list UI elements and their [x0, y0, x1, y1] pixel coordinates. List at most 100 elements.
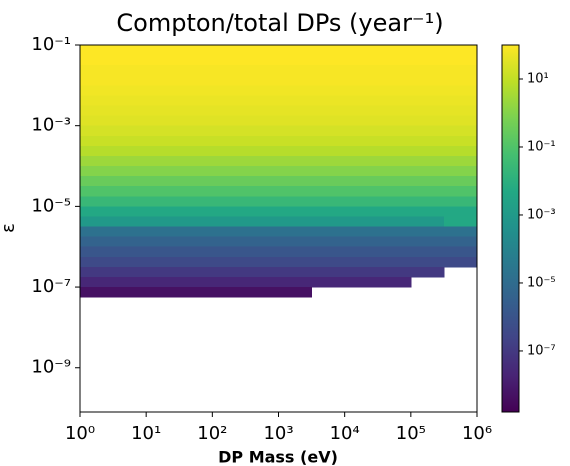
heatmap-cell	[146, 276, 180, 288]
heatmap-cell	[311, 65, 346, 76]
heatmap-cell	[113, 226, 147, 238]
heatmap-cell	[113, 145, 147, 157]
heatmap-cell	[377, 65, 412, 76]
heatmap-cell	[179, 226, 213, 238]
heatmap-cell	[377, 135, 412, 147]
heatmap-cell	[146, 216, 180, 228]
heatmap-cell	[410, 206, 445, 217]
heatmap-cell	[410, 176, 445, 187]
heatmap-cell	[410, 186, 445, 197]
heatmap-cell	[113, 45, 147, 56]
heatmap-cell	[410, 216, 445, 228]
heatmap-cell	[212, 246, 246, 258]
heatmap-cell	[212, 95, 246, 107]
heatmap-cell	[377, 276, 412, 288]
heatmap-cell	[113, 55, 147, 66]
heatmap-cell	[311, 135, 346, 147]
heatmap-cell	[80, 287, 114, 298]
heatmap-cell	[344, 246, 379, 258]
heatmap-cell	[245, 45, 279, 56]
colorbar	[501, 44, 520, 413]
heatmap-cell	[80, 65, 114, 76]
heatmap-cell	[146, 236, 180, 248]
heatmap-cell	[80, 256, 114, 268]
heatmap-cell	[443, 125, 478, 137]
heatmap-cell	[146, 85, 180, 96]
heatmap-cell	[278, 256, 313, 268]
heatmap-cell	[80, 75, 114, 86]
heatmap-cell	[212, 125, 246, 137]
heatmap-cell	[179, 135, 213, 147]
heatmap-cell	[311, 115, 346, 127]
heatmap-cell	[212, 176, 246, 187]
heatmap-cell	[212, 196, 246, 207]
heatmap-cell	[278, 196, 313, 207]
heatmap-cell	[179, 287, 213, 298]
y-tick-label: 10⁻⁹	[31, 357, 71, 378]
heatmap-cell	[179, 266, 213, 278]
heatmap-cell	[212, 55, 246, 66]
heatmap-cell	[113, 256, 147, 268]
heatmap-cell	[212, 236, 246, 248]
heatmap-cell	[278, 176, 313, 187]
heatmap-cell	[146, 155, 180, 167]
heatmap-cell	[212, 186, 246, 197]
heatmap-cell	[278, 266, 313, 278]
heatmap-cell	[179, 176, 213, 187]
heatmap-cell	[146, 166, 180, 177]
heatmap-cell	[410, 55, 445, 66]
heatmap-cell	[113, 196, 147, 207]
heatmap-cell	[311, 256, 346, 268]
heatmap-cell	[278, 155, 313, 167]
heatmap-cell	[146, 65, 180, 76]
heatmap-cell	[245, 206, 279, 217]
heatmap-cell	[278, 216, 313, 228]
heatmap-cell	[443, 105, 478, 117]
heatmap-cell	[443, 145, 478, 157]
heatmap-cell	[245, 105, 279, 117]
heatmap-cell	[377, 125, 412, 137]
heatmap-cell	[377, 145, 412, 157]
x-tick-label: 10¹	[131, 423, 161, 444]
heatmap-cell	[179, 196, 213, 207]
heatmap-cell	[344, 145, 379, 157]
heatmap-cell	[146, 176, 180, 187]
heatmap-cell	[146, 45, 180, 56]
heatmap-cell	[146, 135, 180, 147]
heatmap-cell	[80, 176, 114, 187]
heatmap-cell	[311, 266, 346, 278]
heatmap-cell	[146, 145, 180, 157]
heatmap-cell	[344, 155, 379, 167]
heatmap-cell	[311, 125, 346, 137]
heatmap-cell	[344, 135, 379, 147]
heatmap-cell	[344, 226, 379, 238]
heatmap-cell	[179, 145, 213, 157]
heatmap-cell	[377, 95, 412, 107]
heatmap-cell	[311, 236, 346, 248]
x-tick-label: 10²	[197, 423, 227, 444]
heatmap-cell	[212, 105, 246, 117]
heatmap-cell	[80, 105, 114, 117]
heatmap-cell	[278, 145, 313, 157]
x-axis-label: DP Mass (eV)	[218, 448, 338, 466]
heatmap-cell	[212, 287, 246, 298]
heatmap-cell	[80, 135, 114, 147]
heatmap-cell	[113, 186, 147, 197]
heatmap-cell	[80, 155, 114, 167]
heatmap-cell	[410, 226, 445, 238]
chart-title: Compton/total DPs (year⁻¹)	[116, 9, 443, 37]
heatmap-cell	[146, 256, 180, 268]
heatmap-cell	[278, 206, 313, 217]
heatmap-cell	[443, 135, 478, 147]
heatmap-cell	[146, 266, 180, 278]
heatmap-cell	[245, 216, 279, 228]
heatmap-cell	[311, 155, 346, 167]
heatmap-cell	[179, 276, 213, 288]
heatmap-cell	[311, 216, 346, 228]
y-axis-label: ε	[0, 223, 19, 233]
y-tick-label: 10⁻¹	[31, 34, 71, 55]
heatmap-cell	[410, 75, 445, 86]
heatmap-cell	[179, 95, 213, 107]
heatmap-cell	[311, 226, 346, 238]
heatmap-cell	[179, 206, 213, 217]
